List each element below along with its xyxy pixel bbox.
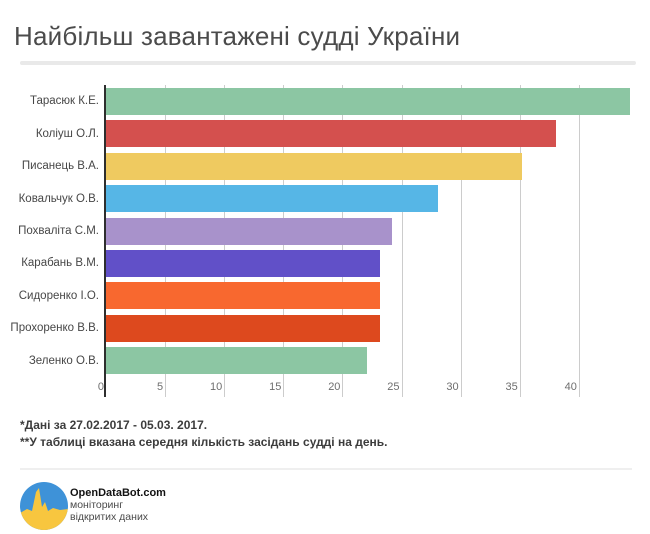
bar [106, 249, 381, 277]
category-label: Тарасюк К.Е. [29, 95, 99, 108]
x-tick-label: 15 [269, 381, 282, 393]
x-tick-label: 40 [564, 381, 577, 393]
bar [106, 120, 557, 148]
category-label: Похваліта С.М. [18, 224, 99, 237]
opendatabot-logo-text: OpenDataBot.com моніторинг відкритих дан… [70, 487, 166, 523]
bar [106, 347, 368, 375]
category-label: Коліуш О.Л. [35, 127, 99, 140]
x-tick-label: 20 [328, 381, 341, 393]
footer-divider [20, 468, 632, 470]
gridline-35 [519, 85, 521, 397]
gridline-30 [460, 85, 462, 397]
gridline-25 [401, 85, 403, 397]
bar [106, 185, 439, 213]
logo-site-name: OpenDataBot.com [70, 487, 166, 499]
x-tick-label: 30 [446, 381, 459, 393]
category-label: Зеленко О.В. [28, 354, 99, 367]
y-axis-line [104, 85, 106, 397]
category-label: Прохоренко В.В. [10, 322, 99, 335]
logo-subtitle-1: моніторинг [70, 499, 124, 511]
x-tick-label: 5 [156, 381, 164, 393]
bar [106, 152, 523, 180]
gridline-40 [578, 85, 580, 397]
category-label: Сидоренко І.О. [18, 289, 99, 302]
category-label: Писанець В.А. [21, 160, 99, 173]
bar [106, 282, 381, 310]
plot-area [106, 85, 638, 397]
bar [106, 314, 381, 342]
category-label: Карабань В.М. [21, 257, 99, 270]
footnote-period: *Дані за 27.02.2017 - 05.03. 2017. [20, 418, 208, 432]
page-title: Найбільш завантажені судді України [14, 21, 461, 51]
x-tick-label: 10 [209, 381, 223, 393]
footnotes: *Дані за 27.02.2017 - 05.03. 2017. **У т… [20, 417, 387, 451]
category-label: Ковальчук О.В. [18, 192, 99, 205]
footnote-units: **У таблиці вказана середня кількість за… [20, 435, 388, 449]
title-divider [20, 61, 636, 65]
logo-subtitle-2: відкритих даних [70, 510, 149, 523]
opendatabot-logo-icon [20, 482, 68, 530]
x-tick-label: 25 [387, 381, 400, 393]
bar [106, 217, 393, 245]
x-tick-label: 0 [97, 381, 104, 393]
x-tick-label: 35 [505, 381, 518, 393]
bar [106, 87, 630, 115]
